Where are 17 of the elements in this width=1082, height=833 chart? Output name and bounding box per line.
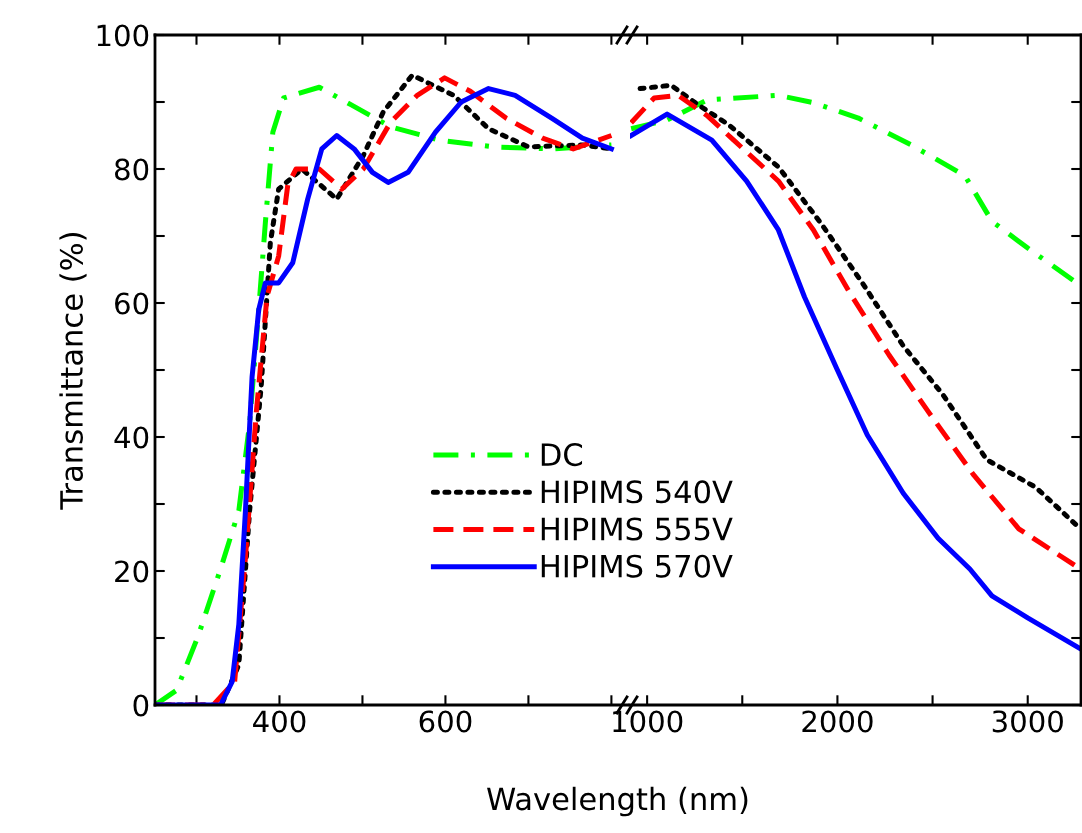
x-tick-label: 1000 xyxy=(613,710,683,733)
x-tick-label: 400 xyxy=(253,710,306,733)
legend-label: HIPIMS 555V xyxy=(541,517,733,541)
y-axis-title: Transmittance (%) xyxy=(59,233,87,510)
y-tick-label: 60 xyxy=(115,292,149,315)
x-tick-label: 2000 xyxy=(802,710,873,733)
y-tick-label: 100 xyxy=(97,24,149,47)
legend-label: HIPIMS 570V xyxy=(541,554,733,578)
legend-label: DC xyxy=(541,443,583,467)
y-tick-label: 0 xyxy=(133,694,149,717)
x-tick-label: 3000 xyxy=(992,710,1063,733)
y-tick-label: 40 xyxy=(114,426,149,449)
x-tick-label: 600 xyxy=(419,710,472,733)
legend-label: HIPIMS 540V xyxy=(541,480,733,504)
x-axis-title: Wavelength (nm) xyxy=(487,786,748,817)
y-tick-label: 80 xyxy=(115,158,149,181)
y-tick-label: 20 xyxy=(115,560,149,583)
